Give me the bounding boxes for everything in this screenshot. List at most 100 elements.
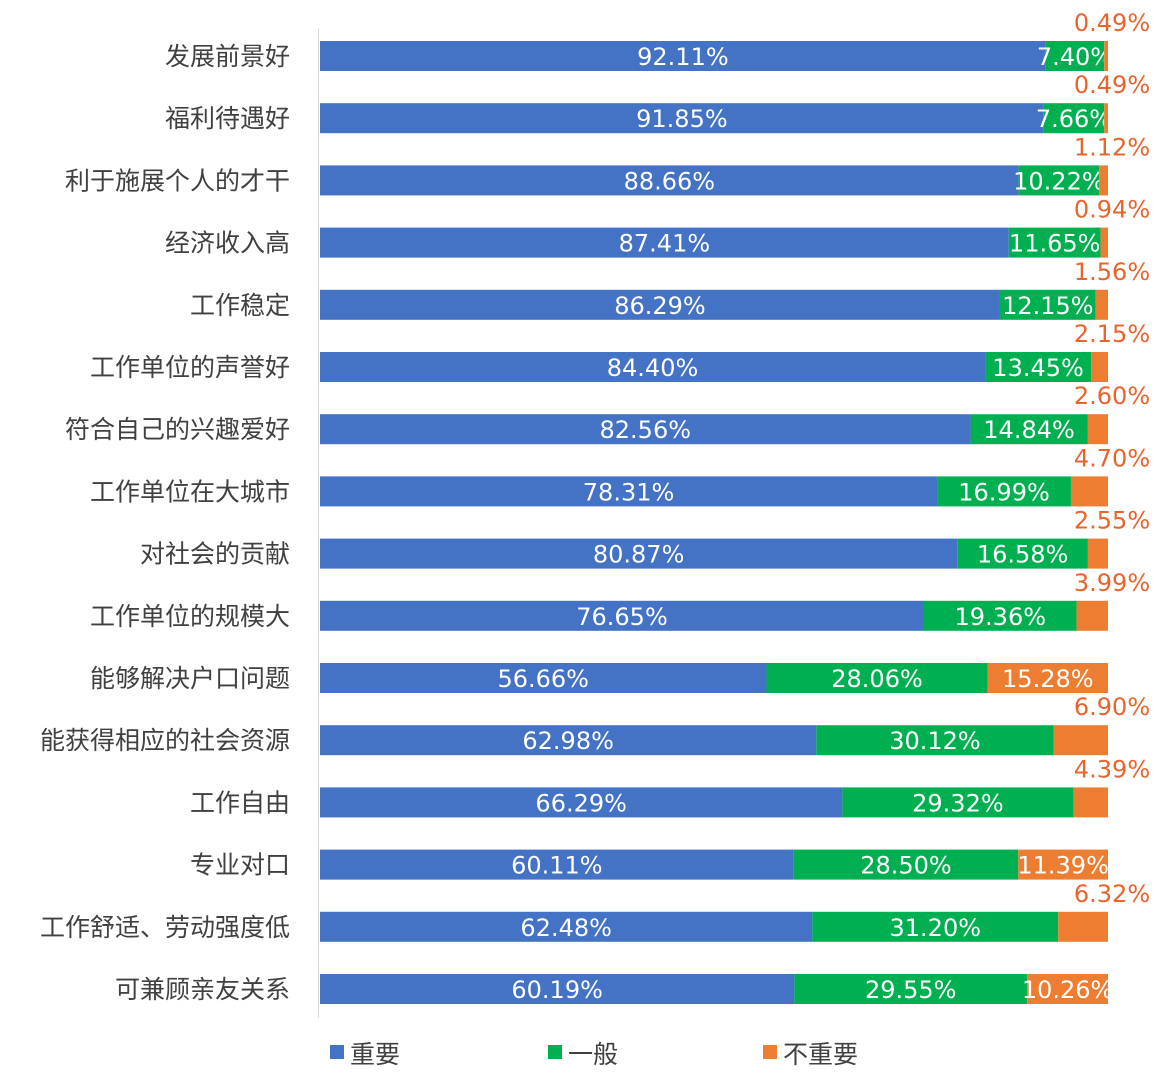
legend-label: 不重要 xyxy=(783,1040,858,1069)
category-label: 工作稳定 xyxy=(190,291,290,320)
bar-segment-unimportant xyxy=(987,663,1108,693)
bar-segment-average xyxy=(812,911,1059,942)
bar-segment-average xyxy=(1045,41,1105,71)
data-label: 1.12% xyxy=(1074,133,1150,161)
category-label: 福利待遇好 xyxy=(165,104,290,133)
category-label: 能够解决户口问题 xyxy=(90,664,290,693)
bar-segment-important xyxy=(320,725,817,756)
data-label: 11.65% xyxy=(1009,230,1101,258)
bar-segment-unimportant xyxy=(1087,538,1108,569)
bar-segment-unimportant xyxy=(1070,476,1108,507)
data-label: 0.49% xyxy=(1074,9,1150,37)
category-label: 工作单位的规模大 xyxy=(90,602,290,631)
bar-segment-important xyxy=(320,849,794,880)
bar-segment-unimportant xyxy=(1095,289,1108,320)
data-label: 15.28% xyxy=(1002,665,1094,693)
data-label: 2.15% xyxy=(1074,320,1150,348)
category-label: 可兼顾亲友关系 xyxy=(115,975,290,1004)
bar-segment-average xyxy=(766,663,988,693)
data-label: 4.70% xyxy=(1074,444,1150,472)
data-label: 6.90% xyxy=(1074,693,1150,721)
legend-swatch xyxy=(548,1045,562,1059)
category-label: 工作舒适、劳动强度低 xyxy=(40,913,290,942)
data-label: 19.36% xyxy=(955,603,1047,631)
category-label: 能获得相应的社会资源 xyxy=(40,726,290,755)
data-label: 14.84% xyxy=(983,416,1075,444)
bar-segment-important xyxy=(320,538,958,569)
data-label: 86.29% xyxy=(614,292,706,320)
bar-segment-important xyxy=(320,600,925,631)
bar-segment-important xyxy=(320,103,1044,134)
data-label: 29.32% xyxy=(912,789,1004,817)
data-label: 16.58% xyxy=(977,541,1069,569)
bar-segment-average xyxy=(1043,103,1105,134)
bar-segment-unimportant xyxy=(1053,725,1108,756)
bar-segment-average xyxy=(1008,227,1101,258)
data-label: 56.66% xyxy=(497,665,589,693)
bar-segment-important xyxy=(320,41,1046,71)
bar-segment-average xyxy=(999,289,1096,320)
bar-segment-average xyxy=(842,787,1074,818)
data-label: 28.06% xyxy=(831,665,923,693)
data-label: 29.55% xyxy=(865,976,957,1004)
bar-segment-unimportant xyxy=(1091,352,1108,382)
data-label: 78.31% xyxy=(583,478,675,506)
bar-segment-average xyxy=(794,974,1028,1004)
data-label: 88.66% xyxy=(624,167,716,195)
data-label: 10.26% xyxy=(1022,976,1114,1004)
data-label: 66.29% xyxy=(535,789,627,817)
legend-label: 重要 xyxy=(350,1040,400,1069)
data-label: 60.19% xyxy=(511,976,603,1004)
data-label: 31.20% xyxy=(890,914,982,942)
data-label: 60.11% xyxy=(511,852,603,880)
bar-segment-important xyxy=(320,352,986,382)
data-label: 11.39% xyxy=(1017,852,1109,880)
data-label: 62.98% xyxy=(522,727,614,755)
bar-segment-unimportant xyxy=(1073,787,1108,818)
bar-segment-important xyxy=(320,289,1000,320)
bar-segment-important xyxy=(320,476,938,507)
bar-segment-important xyxy=(320,911,813,942)
bar-segment-important xyxy=(320,227,1009,258)
category-label: 利于施展个人的才干 xyxy=(65,166,290,195)
bar-segment-unimportant xyxy=(1058,911,1108,942)
category-label: 工作单位的声誉好 xyxy=(90,353,290,382)
bar-segment-important xyxy=(320,663,767,693)
legend: 重要 一般 不重要 xyxy=(330,1040,858,1069)
bar-segment-important xyxy=(320,414,971,445)
data-label: 91.85% xyxy=(636,105,728,133)
category-label: 工作自由 xyxy=(190,788,290,817)
bar-segment-average xyxy=(985,352,1092,382)
bar-segment-unimportant xyxy=(1100,227,1108,258)
data-label: 7.40% xyxy=(1037,43,1113,71)
data-label: 87.41% xyxy=(619,230,711,258)
legend-swatch xyxy=(763,1045,777,1059)
bar-segment-average xyxy=(793,849,1019,880)
data-label: 3.99% xyxy=(1074,569,1150,597)
data-label: 13.45% xyxy=(992,354,1084,382)
data-label: 0.49% xyxy=(1074,71,1150,99)
bar-segment-unimportant xyxy=(1104,103,1108,134)
category-label: 对社会的贡献 xyxy=(140,540,290,569)
category-label: 经济收入高 xyxy=(165,229,290,258)
bar-segment-important xyxy=(320,974,795,1004)
data-label: 80.87% xyxy=(593,541,685,569)
legend-label: 一般 xyxy=(568,1040,618,1069)
category-label: 专业对口 xyxy=(190,851,290,880)
data-label: 84.40% xyxy=(607,354,699,382)
data-label: 7.66% xyxy=(1036,105,1112,133)
bar-segment-unimportant xyxy=(1076,600,1108,631)
category-label: 发展前景好 xyxy=(165,42,290,71)
data-label: 16.99% xyxy=(958,478,1050,506)
data-label: 82.56% xyxy=(600,416,692,444)
bar-segment-average xyxy=(816,725,1054,756)
bar-segment-average xyxy=(957,538,1088,569)
legend-swatch xyxy=(330,1045,344,1059)
data-label: 76.65% xyxy=(576,603,668,631)
data-label: 92.11% xyxy=(637,43,729,71)
category-label: 工作单位在大城市 xyxy=(90,477,290,506)
bar-segment-unimportant xyxy=(1087,414,1108,445)
data-label: 62.48% xyxy=(520,914,612,942)
bar-segment-average xyxy=(924,600,1077,631)
